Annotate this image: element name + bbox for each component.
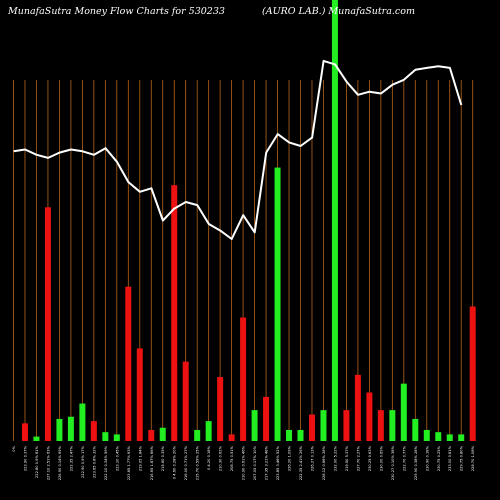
- x-tick-label: 233.00 0.81%: [448, 445, 452, 471]
- bar: [366, 392, 373, 441]
- bar: [251, 410, 258, 441]
- bar: [400, 383, 407, 441]
- bar: [263, 396, 270, 441]
- price-line: [13, 59, 463, 240]
- x-tick-label: 223.65 1.77% 63%: [127, 445, 131, 480]
- x-tick-label: 232.00 5.22%: [333, 445, 337, 471]
- x-tick-label: 226.27 0.13%: [310, 445, 314, 471]
- x-tick-label: 230.90 0.18%: [425, 445, 429, 471]
- bar: [194, 429, 201, 441]
- bar: [286, 429, 293, 441]
- x-tick-label: 230.27 0.10% 38%: [391, 445, 395, 480]
- bar: [67, 416, 74, 441]
- x-tick-label: 210.90 0.61% 46%: [242, 445, 246, 480]
- bar: [446, 434, 453, 441]
- bar: [79, 403, 86, 441]
- bar: [182, 361, 189, 441]
- bar: [354, 374, 361, 441]
- bar: [125, 286, 132, 441]
- x-tick-label: 208.75 0.51%: [230, 445, 234, 471]
- bar: [205, 421, 212, 441]
- bar: [44, 207, 51, 441]
- x-tick-label: 216.00 0.71% 27%: [184, 445, 188, 480]
- bar: [343, 410, 350, 441]
- bar: [136, 348, 143, 441]
- x-tick-label: 228.12 0.66% 28%: [322, 445, 326, 480]
- x-tick-label: 0 4.20 0.18%: [207, 445, 211, 470]
- bar: [412, 418, 419, 441]
- bar: [148, 429, 155, 441]
- bar: [56, 418, 63, 441]
- x-tick-label: 229.75 0.80%: [460, 445, 464, 471]
- chart-header-right: (AURO LAB.) MunafaSutra.com: [262, 6, 415, 17]
- x-tick-label: 229.90 0.38% 28%: [414, 445, 418, 480]
- bar: [320, 410, 327, 441]
- x-tick-label: 219.05 1.84%: [138, 445, 142, 471]
- x-tick-label: 0%: [12, 445, 16, 451]
- x-tick-label: 226.20 1.09%: [288, 445, 292, 471]
- x-tick-label: 215.60 0.35%: [161, 445, 165, 471]
- chart-header-left: MunafaSutra Money Flow Charts for 530233: [7, 6, 225, 17]
- x-tick-label: 219.50 5.37%: [345, 445, 349, 471]
- bar: [423, 429, 430, 441]
- bar: [469, 306, 476, 441]
- x-tick-label: 222.35 2.41% 26%: [299, 445, 303, 480]
- x-tick-label: 226.90 0.14% 69%: [58, 445, 62, 480]
- x-tick-label: 227.70 2.27%: [356, 445, 360, 471]
- x-tick-label: 215.70 0.59% 25%: [196, 445, 200, 480]
- x-tick-label: 222.90 0.9% 17%: [81, 445, 85, 478]
- gridlines: [13, 80, 474, 441]
- bar: [458, 434, 465, 441]
- bar: [331, 0, 338, 441]
- x-tick-label: 223.85 3.46% 52%: [276, 445, 280, 480]
- x-tick-label: 230.75 0.25%: [437, 445, 441, 471]
- bar: [274, 167, 281, 441]
- x-tick-label: 207.05 0.17% 10%: [253, 445, 257, 480]
- bar: [297, 429, 304, 441]
- bar: [377, 410, 384, 441]
- bar: [102, 432, 109, 441]
- bar: [113, 434, 120, 441]
- bar: [228, 434, 235, 441]
- x-tick-label: 222.35 2.47%: [69, 445, 73, 471]
- x-tick-label: 230.25 0.63%: [368, 445, 372, 471]
- bar: [217, 377, 224, 441]
- x-tick-label: 228.70 1.08%: [471, 445, 475, 471]
- bar: [435, 432, 442, 441]
- bars: [21, 0, 476, 441]
- bar: [389, 410, 396, 441]
- x-tick-label: 223.90 0.37%: [23, 445, 27, 471]
- bar: [240, 317, 247, 441]
- bar: [308, 414, 315, 441]
- x-tick-labels: 0% 223.90 0.37% 222.80 0.9% 81% 227.10 2.51…: [12, 445, 475, 480]
- bar: [159, 427, 166, 441]
- x-tick-label: 223.65 0.8% 32%: [92, 445, 96, 478]
- x-tick-label: 222.70 0.77%: [402, 445, 406, 471]
- bar: [90, 421, 97, 441]
- x-tick-label: 216.65 1.87% 66%: [150, 445, 154, 480]
- x-tick-label: 217.35 3.21% 48%: [265, 445, 269, 480]
- x-tick-label: 223.10 0.45%: [115, 445, 119, 471]
- x-tick-label: 222.80 0.9% 81%: [35, 445, 39, 478]
- x-tick-label: 0 4.60 0.28% 20%: [173, 445, 177, 479]
- x-tick-label: 230.00 0.69%: [379, 445, 383, 471]
- x-tick-label: 227.10 2.51% 63%: [46, 445, 50, 480]
- x-tick-label: 210.30 0.62%: [219, 445, 223, 471]
- bar: [33, 436, 40, 441]
- bar: [171, 185, 178, 441]
- bar: [21, 423, 28, 441]
- x-tick-label: 222.10 0.34% 59%: [104, 445, 108, 480]
